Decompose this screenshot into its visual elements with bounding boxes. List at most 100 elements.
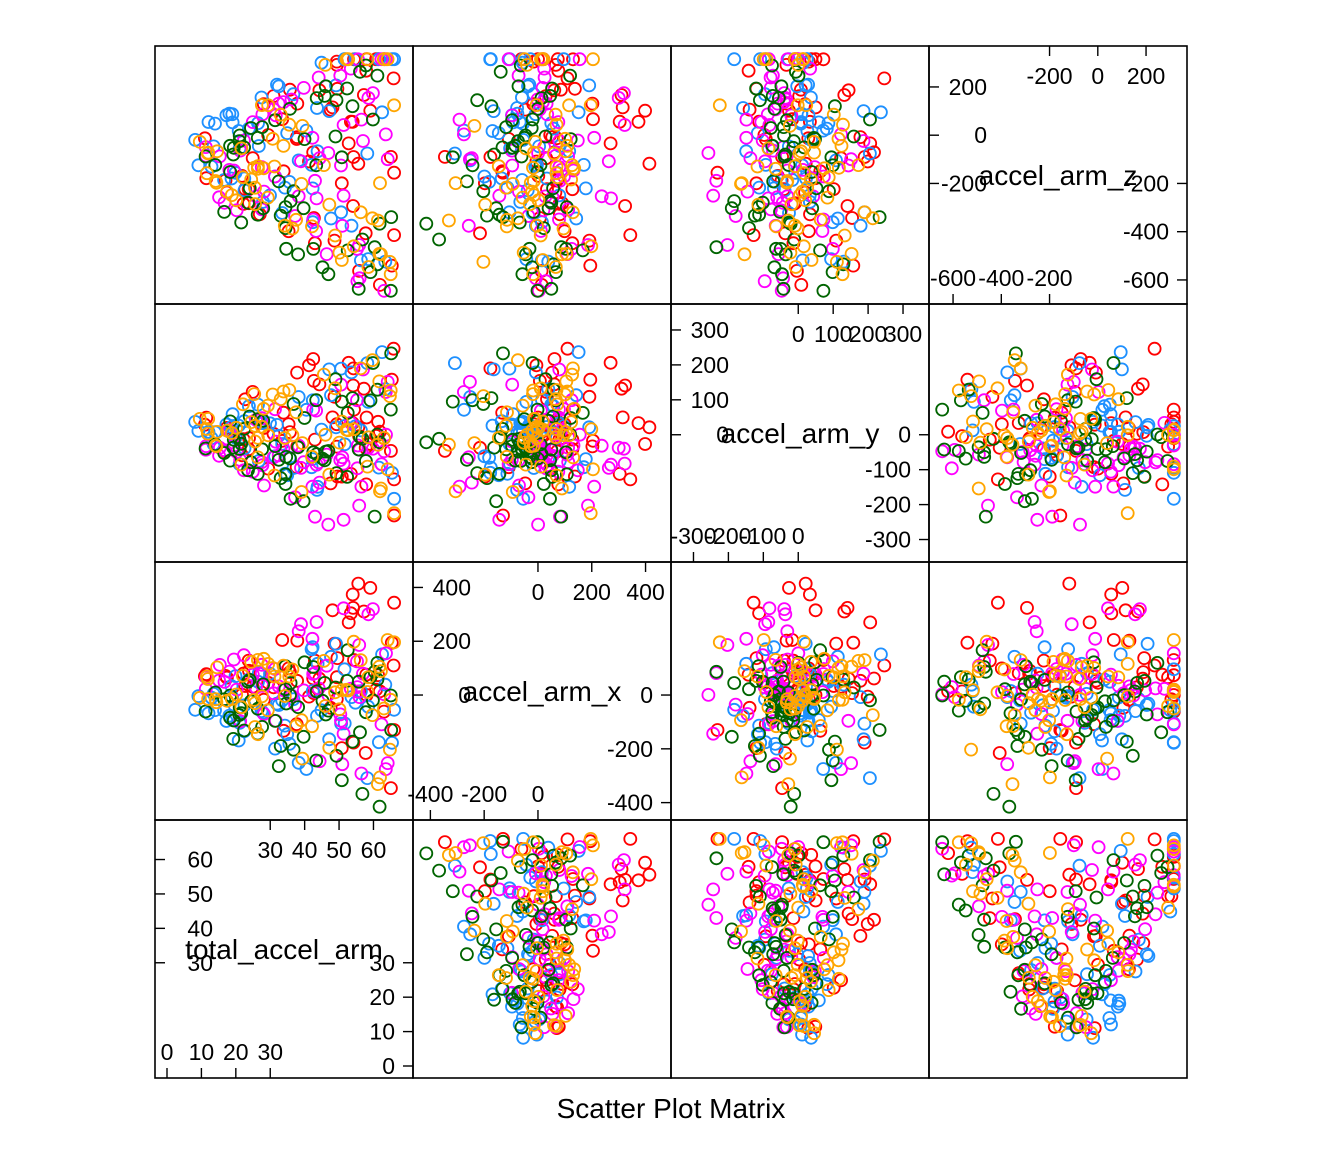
point-group-2	[727, 832, 742, 846]
point-group-5	[265, 131, 280, 146]
point-group-5	[1031, 994, 1045, 1009]
point-group-5	[505, 176, 520, 191]
point-group-4	[297, 132, 312, 147]
point-group-5	[365, 211, 380, 226]
point-group-4	[384, 723, 399, 737]
point-group-4	[813, 643, 827, 658]
point-group-4	[767, 260, 782, 275]
point-group-4	[296, 201, 311, 216]
point-group-5	[476, 836, 491, 850]
point-group-4	[541, 201, 556, 216]
point-group-3	[1110, 950, 1125, 965]
diag-tick-label-left: 200	[433, 628, 471, 654]
point-group-5	[328, 381, 343, 396]
point-group-4	[1088, 412, 1102, 427]
point-group-4	[1139, 707, 1154, 722]
point-group-5	[523, 1009, 538, 1024]
point-group-3	[1088, 913, 1103, 928]
point-group-3	[757, 868, 772, 883]
point-group-5	[865, 211, 880, 226]
point-group-4	[753, 93, 767, 108]
panel-points	[935, 832, 1181, 1045]
point-group-5	[971, 481, 986, 496]
point-group-3	[803, 875, 817, 890]
point-group-5	[1058, 387, 1073, 402]
panel-r1-c2: accel_arm_y-300-200-100 00010010020020030…	[670, 303, 930, 563]
point-group-5	[835, 835, 850, 850]
point-group-4	[1137, 674, 1152, 688]
point-group-5	[244, 415, 259, 430]
point-group-5	[999, 719, 1014, 734]
point-group-1	[325, 100, 340, 115]
point-group-5	[380, 52, 395, 67]
point-group-1	[387, 228, 402, 243]
point-group-2	[767, 640, 781, 655]
point-group-2	[280, 126, 295, 141]
point-group-2	[1166, 834, 1181, 848]
point-group-1	[473, 860, 487, 875]
point-group-4	[783, 846, 798, 861]
point-group-4	[499, 442, 514, 457]
point-group-4	[309, 753, 324, 768]
point-group-4	[958, 693, 973, 708]
diag-tick-label-bottom: -400	[978, 265, 1024, 291]
point-group-4	[1084, 986, 1099, 1001]
point-group-2	[1128, 964, 1143, 979]
point-group-5	[751, 740, 766, 755]
point-group-3	[611, 91, 626, 105]
point-group-2	[310, 101, 324, 115]
point-group-1	[638, 103, 652, 118]
point-group-3	[1060, 377, 1075, 392]
point-group-4	[766, 174, 781, 189]
point-group-3	[294, 617, 308, 632]
point-group-3	[312, 151, 327, 166]
point-group-3	[537, 61, 552, 76]
point-group-5	[1101, 669, 1116, 684]
point-group-2	[371, 735, 386, 750]
point-group-4	[776, 720, 791, 734]
point-group-3	[462, 152, 477, 167]
point-group-2	[739, 656, 754, 671]
point-group-1	[1020, 601, 1034, 615]
point-group-3	[294, 460, 308, 475]
point-group-2	[874, 105, 888, 120]
point-group-5	[779, 175, 794, 190]
diag-tick-label-bottom: -100	[740, 523, 786, 549]
point-group-1	[794, 277, 809, 292]
point-group-3	[456, 127, 471, 142]
point-group-1	[560, 71, 575, 86]
point-group-5	[282, 669, 297, 684]
point-group-5	[1006, 930, 1021, 944]
point-group-2	[500, 466, 515, 481]
point-group-3	[1128, 857, 1142, 872]
point-group-2	[801, 108, 816, 123]
point-group-1	[845, 686, 859, 700]
point-group-1	[1020, 873, 1034, 887]
point-group-4	[367, 509, 382, 524]
point-group-5	[294, 485, 309, 499]
point-group-4	[797, 723, 811, 738]
point-group-3	[1067, 475, 1082, 490]
point-group-2	[491, 938, 506, 953]
point-group-5	[737, 664, 752, 678]
point-group-5	[566, 865, 580, 880]
point-group-5	[567, 401, 582, 416]
point-group-5	[783, 923, 797, 938]
point-group-3	[740, 184, 755, 199]
point-group-1	[623, 228, 638, 243]
point-group-5	[332, 245, 347, 260]
point-group-3	[350, 274, 365, 289]
point-group-5	[1080, 658, 1094, 673]
point-group-4	[1119, 873, 1134, 888]
point-group-5	[1101, 936, 1116, 951]
point-group-3	[336, 601, 351, 616]
point-group-3	[1066, 838, 1081, 853]
point-group-2	[790, 79, 805, 94]
point-group-5	[997, 933, 1012, 948]
point-group-4	[1106, 853, 1121, 867]
point-group-5	[586, 52, 600, 67]
point-group-4	[340, 643, 355, 658]
point-group-1	[387, 165, 402, 180]
point-group-4	[1137, 469, 1152, 484]
point-group-2	[191, 158, 206, 173]
